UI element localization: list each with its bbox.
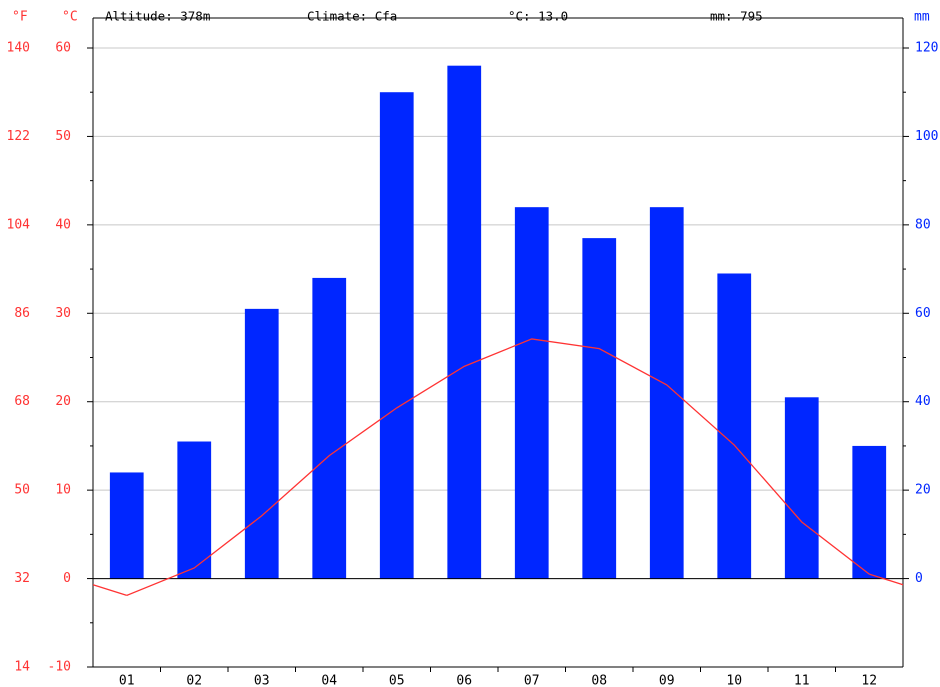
- mean-temp: °C: 13.0: [508, 9, 568, 24]
- y2-tick-label: 60: [915, 306, 931, 321]
- y3-tick-label: 104: [7, 217, 31, 232]
- y-tick-label: -10: [48, 660, 71, 675]
- total-precip: mm: 795: [710, 9, 763, 24]
- y-tick-label: 0: [63, 571, 71, 586]
- bar: [177, 441, 212, 579]
- y3-tick-label: 122: [7, 129, 30, 144]
- y-tick-label: 30: [55, 306, 71, 321]
- bar: [447, 65, 482, 579]
- climate: Climate: Cfa: [307, 9, 397, 24]
- y2-tick-label: 100: [915, 129, 938, 144]
- bar: [582, 238, 617, 579]
- y3-tick-label: 50: [14, 483, 30, 498]
- y2-tick-label: 120: [915, 41, 938, 56]
- y2-tick-label: 80: [915, 217, 931, 232]
- f-unit-label: °F: [12, 10, 28, 25]
- bar: [109, 472, 144, 579]
- bar: [852, 445, 887, 579]
- y3-tick-label: 32: [14, 571, 30, 586]
- y3-tick-label: 14: [14, 660, 30, 675]
- x-tick-label: 06: [456, 674, 472, 687]
- x-tick-label: 03: [254, 674, 270, 687]
- x-tick-label: 07: [524, 674, 540, 687]
- y2-tick-label: 20: [915, 483, 931, 498]
- y-tick-label: 60: [55, 41, 71, 56]
- y-tick-label: 50: [55, 129, 71, 144]
- y3-tick-label: 86: [14, 306, 30, 321]
- y2-tick-label: 40: [915, 394, 931, 409]
- bar: [649, 207, 684, 579]
- temperature-line: [126, 338, 870, 596]
- bar: [717, 273, 752, 579]
- x-tick-label: 02: [186, 674, 202, 687]
- bar: [514, 207, 549, 579]
- bar: [784, 397, 819, 579]
- x-tick-label: 01: [119, 674, 135, 687]
- y-tick-label: 10: [55, 483, 71, 498]
- y2-tick-label: 0: [915, 571, 923, 586]
- y3-tick-label: 68: [14, 394, 30, 409]
- bar: [379, 92, 414, 579]
- altitude: Altitude: 378m: [105, 9, 210, 24]
- x-tick-label: 09: [659, 674, 675, 687]
- bar: [244, 308, 279, 579]
- mm-unit-label: mm: [914, 10, 930, 25]
- x-tick-label: 08: [591, 674, 607, 687]
- y-tick-label: 20: [55, 394, 71, 409]
- bar: [312, 277, 347, 579]
- x-tick-label: 04: [321, 674, 337, 687]
- x-tick-label: 05: [389, 674, 405, 687]
- y-tick-label: 40: [55, 217, 71, 232]
- c-unit-label: °C: [62, 10, 78, 25]
- line-edge: [92, 573, 904, 596]
- x-tick-label: 12: [861, 674, 877, 687]
- y3-tick-label: 140: [7, 41, 30, 56]
- x-tick-label: 11: [794, 674, 810, 687]
- x-tick-label: 10: [726, 674, 742, 687]
